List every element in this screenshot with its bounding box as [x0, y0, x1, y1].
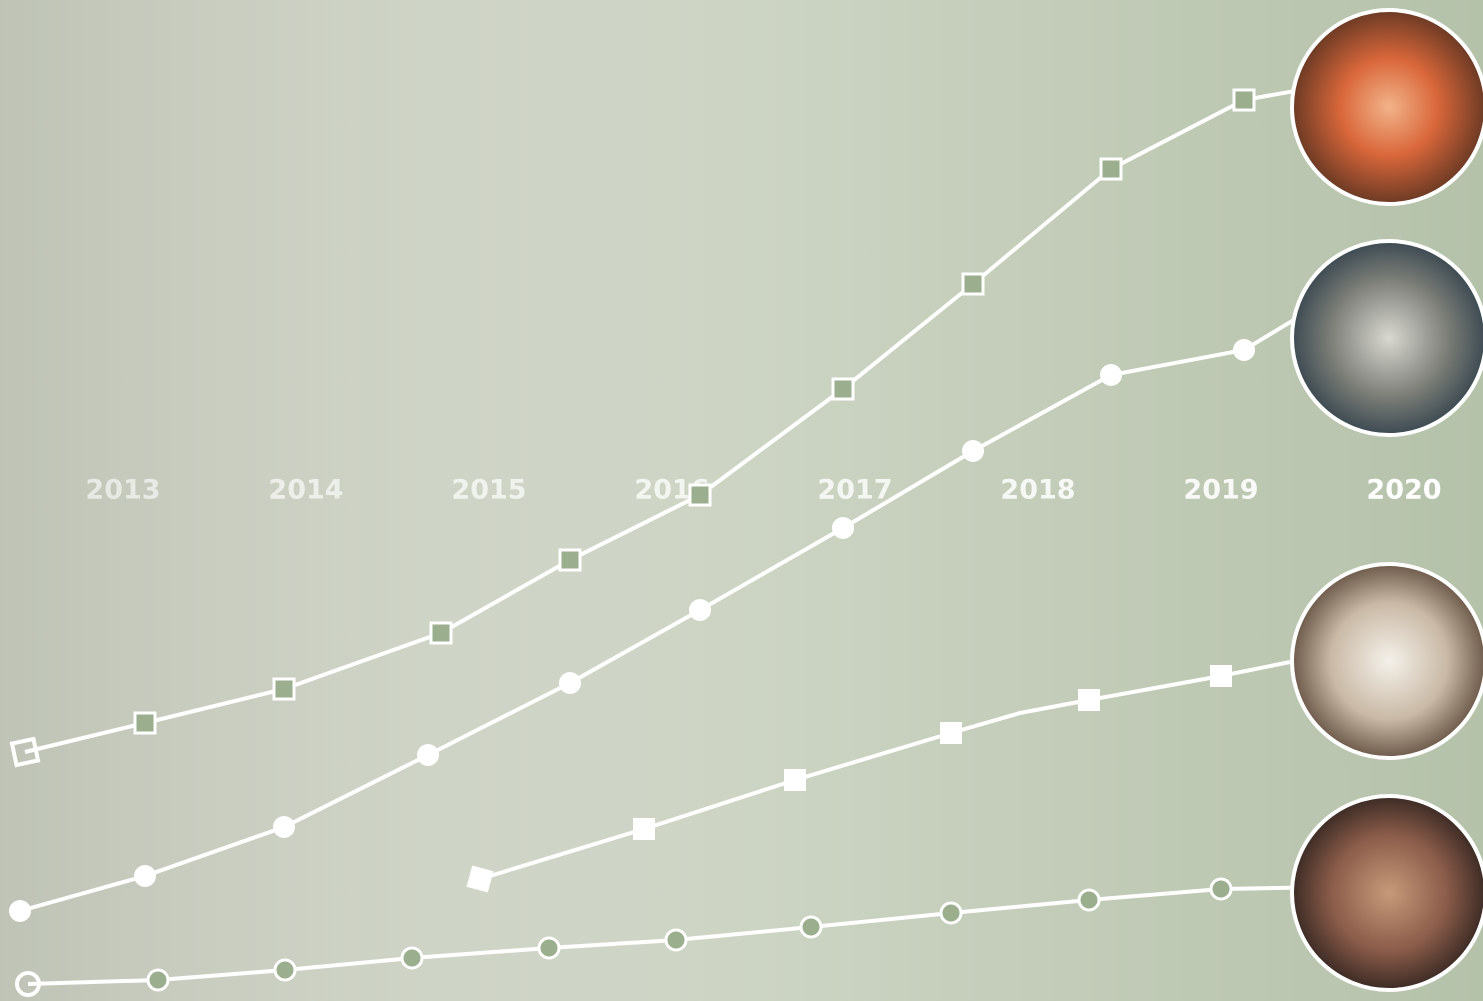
year-label: 2019 [1183, 475, 1258, 506]
page: 20132014201520162017201820192020 [0, 0, 1483, 1001]
year-label: 2014 [268, 475, 343, 506]
photo [1292, 564, 1483, 758]
year-label: 2013 [85, 475, 160, 506]
photo [1292, 10, 1483, 204]
year-label: 2018 [1000, 475, 1075, 506]
year-label: 2015 [451, 475, 526, 506]
year-label: 2020 [1366, 475, 1441, 506]
photo [1292, 796, 1483, 990]
photo [1292, 241, 1483, 435]
year-label: 2017 [817, 475, 892, 506]
infographic: 20132014201520162017201820192020 [0, 0, 1483, 1001]
